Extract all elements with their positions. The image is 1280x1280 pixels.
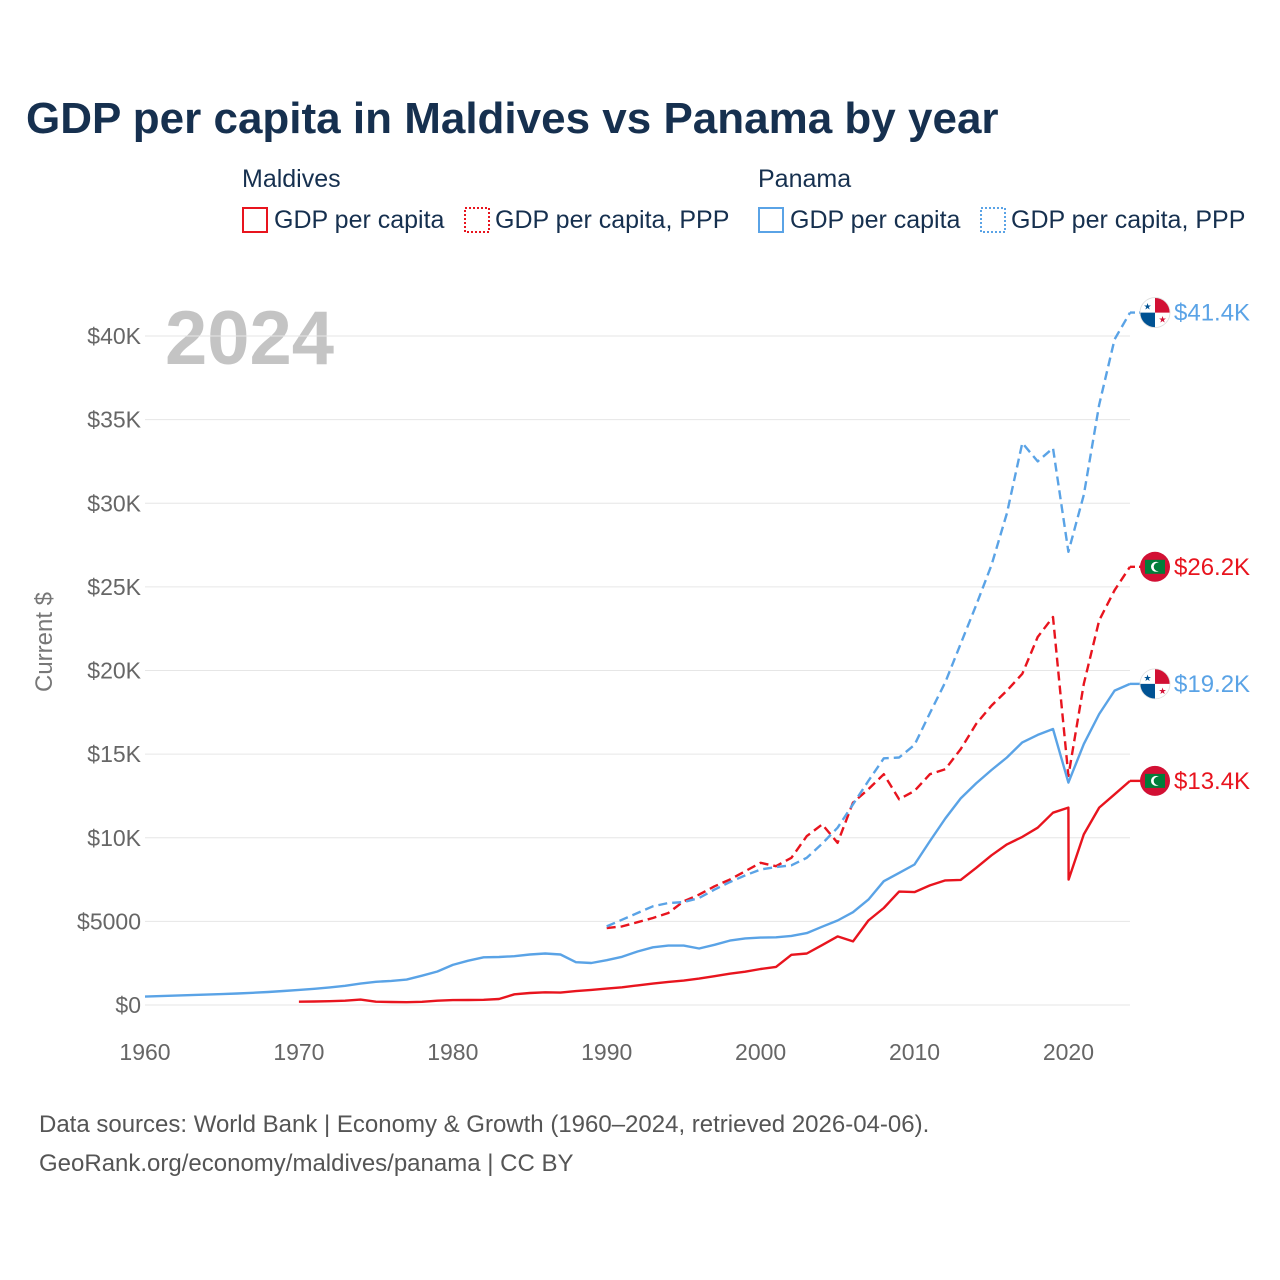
legend-swatch-maldives-gdp [242, 207, 268, 233]
y-tick-label: $0 [115, 992, 141, 1018]
series-line-0 [298, 779, 1131, 1004]
y-tick-label: $25K [87, 574, 141, 600]
source-line-1: Data sources: World Bank | Economy & Gro… [39, 1111, 929, 1138]
y-tick-label: $35K [87, 407, 141, 433]
panama-flag-icon: ★★ [1139, 297, 1171, 328]
x-tick-label: 1970 [273, 1039, 324, 1065]
series-line-1 [606, 566, 1132, 930]
legend-group-panama: Panama [758, 165, 851, 193]
y-tick-label: $10K [87, 825, 141, 851]
legend-swatch-maldives-ppp [464, 207, 490, 233]
grid-lines [145, 335, 1130, 1006]
x-axis: 1960 1970 1980 1990 2000 2010 2020 [119, 1039, 1094, 1065]
series-end-label: $19.2K [1174, 671, 1250, 698]
legend-swatch-panama-gdp [758, 207, 784, 233]
maldives-flag-icon [1140, 765, 1170, 796]
legend-group-maldives: Maldives [242, 165, 341, 193]
legend-label-panama-ppp: GDP per capita, PPP [1011, 206, 1245, 234]
series-end-label: $13.4K [1174, 768, 1250, 795]
maldives-flag-icon [1140, 551, 1170, 582]
legend: Maldives GDP per capita GDP per capita, … [242, 165, 1245, 234]
legend-swatch-panama-ppp [980, 207, 1006, 233]
series-end-label: $41.4K [1174, 300, 1250, 327]
svg-text:★: ★ [1158, 686, 1166, 696]
x-tick-label: 2000 [735, 1039, 786, 1065]
x-tick-label: 2020 [1043, 1039, 1094, 1065]
y-tick-label: $15K [87, 741, 141, 767]
svg-text:★: ★ [1143, 673, 1151, 683]
y-axis: $0 $5000 $10K $15K $20K $25K $30K $35K $40K [77, 323, 142, 1018]
svg-text:★: ★ [1158, 315, 1166, 325]
y-tick-label: $30K [87, 490, 141, 516]
series-lines [144, 312, 1132, 1004]
series-end-labels: $13.4K$26.2K★★ $19.2K★★ $41.4K [1130, 297, 1250, 796]
series-line-2 [144, 682, 1131, 998]
legend-label-maldives-ppp: GDP per capita, PPP [495, 206, 729, 234]
legend-label-maldives-gdp: GDP per capita [274, 206, 445, 234]
legend-label-panama-gdp: GDP per capita [790, 206, 961, 234]
y-tick-label: $40K [87, 323, 141, 349]
x-tick-label: 2010 [889, 1039, 940, 1065]
series-end-label: $26.2K [1174, 554, 1250, 581]
series-line-3 [606, 312, 1132, 928]
panama-flag-icon: ★★ [1139, 668, 1171, 700]
x-tick-label: 1990 [581, 1039, 632, 1065]
y-axis-label: Current $ [31, 592, 58, 692]
year-label: 2024 [165, 296, 334, 381]
y-tick-label: $5000 [77, 908, 141, 934]
x-tick-label: 1960 [119, 1039, 170, 1065]
x-tick-label: 1980 [427, 1039, 478, 1065]
chart-title: GDP per capita in Maldives vs Panama by … [26, 94, 999, 143]
svg-text:★: ★ [1143, 302, 1151, 312]
source-line-2: GeoRank.org/economy/maldives/panama | CC… [39, 1150, 573, 1177]
y-tick-label: $20K [87, 658, 141, 684]
